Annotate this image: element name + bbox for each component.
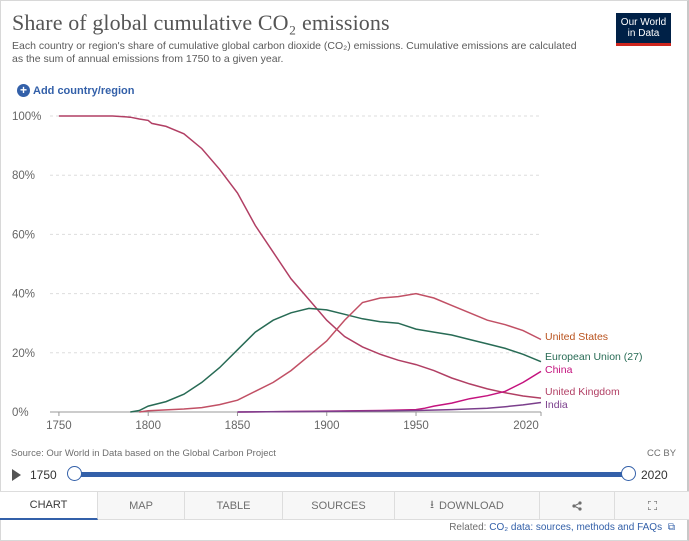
timeline-start-label: 1750 <box>30 468 57 482</box>
source-note: Source: Our World in Data based on the G… <box>11 448 276 459</box>
related-link[interactable]: CO₂ data: sources, methods and FAQs <box>489 522 663 533</box>
timeline-end-label: 2020 <box>641 468 668 482</box>
chart-title: Share of global cumulative CO₂ emissions <box>12 10 390 35</box>
series-line <box>237 370 542 413</box>
tab-table-label: TABLE <box>216 499 251 512</box>
owid-logo[interactable]: Our World in Data <box>616 13 671 46</box>
timeline: 1750 2020 <box>0 462 689 488</box>
tab-chart[interactable]: CHART <box>0 492 98 520</box>
timeline-track[interactable] <box>73 472 629 477</box>
tab-map-label: MAP <box>129 499 153 512</box>
tab-map[interactable]: MAP <box>98 492 185 520</box>
tab-chart-label: CHART <box>29 499 68 511</box>
fullscreen-button[interactable] <box>615 492 689 520</box>
x-tick-label: 1950 <box>403 420 429 432</box>
add-country-label: Add country/region <box>33 84 135 97</box>
x-tick-label: 2020 <box>513 420 539 432</box>
y-tick-label: 60% <box>12 229 35 241</box>
tab-table[interactable]: TABLE <box>185 492 283 520</box>
x-tick-label: 1750 <box>46 420 72 432</box>
tab-bar: CHART MAP TABLE SOURCES ⭳ DOWNLOAD <box>0 491 689 520</box>
related-prefix: Related: <box>449 522 490 533</box>
series-line <box>139 292 542 413</box>
y-tick-label: 80% <box>12 170 35 182</box>
timeline-end-handle[interactable] <box>621 466 636 481</box>
add-country-button[interactable]: + Add country/region <box>17 84 134 97</box>
y-tick-label: 20% <box>12 348 35 360</box>
related-link-row: Related: CO₂ data: sources, methods and … <box>449 522 675 533</box>
tab-sources-label: SOURCES <box>311 499 366 512</box>
chart-subtitle: Each country or region's share of cumula… <box>12 40 577 65</box>
series-line <box>130 307 542 413</box>
x-tick-label: 1850 <box>225 420 251 432</box>
series-label: United States <box>545 331 608 343</box>
line-chart: 0% 20% 40% 60% 80% 100% 1750 1800 1850 1900 1950 20… <box>12 111 642 432</box>
license-label[interactable]: CC BY <box>647 448 677 459</box>
series-label: India <box>545 399 568 411</box>
x-tick-label: 1800 <box>135 420 161 432</box>
series-label: European Union (27) <box>545 351 642 363</box>
tab-sources[interactable]: SOURCES <box>283 492 395 520</box>
download-icon: ⭳ <box>430 499 435 511</box>
timeline-start-handle[interactable] <box>67 466 82 481</box>
share-button[interactable] <box>540 492 615 520</box>
expand-icon <box>647 501 657 510</box>
play-icon[interactable] <box>12 469 21 481</box>
y-tick-label: 40% <box>12 289 35 301</box>
y-tick-label: 100% <box>12 111 41 123</box>
series-line <box>237 401 542 413</box>
tab-download-label: DOWNLOAD <box>439 499 504 512</box>
y-tick-label: 0% <box>12 407 29 419</box>
share-icon <box>572 500 582 511</box>
external-link-icon: ⧉ <box>667 522 675 533</box>
series-label: China <box>545 364 573 376</box>
series-line <box>58 115 542 399</box>
plus-icon: + <box>17 84 30 97</box>
x-tick-label: 1900 <box>314 420 340 432</box>
series-label: United Kingdom <box>545 386 620 398</box>
tab-download[interactable]: ⭳ DOWNLOAD <box>395 492 540 520</box>
